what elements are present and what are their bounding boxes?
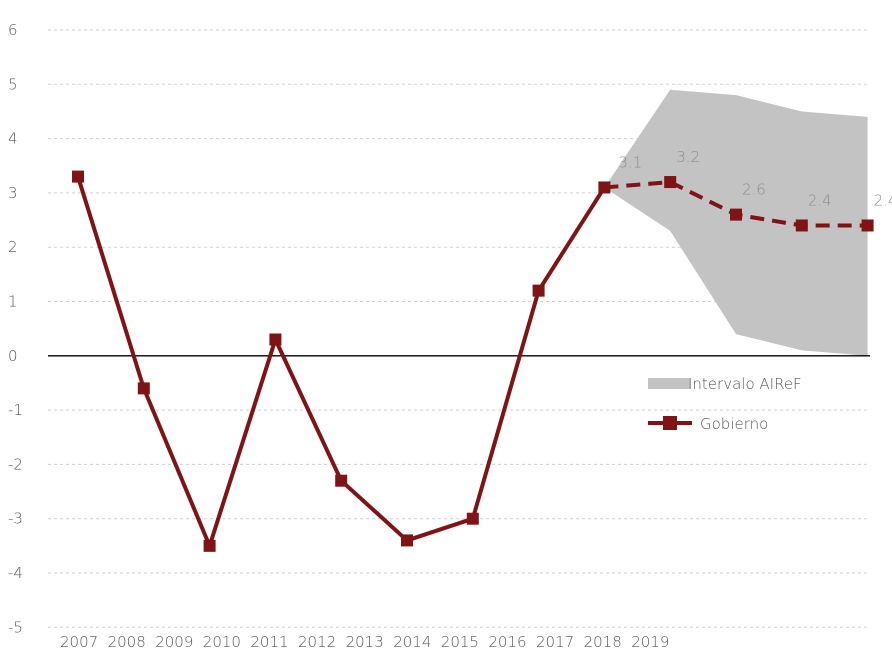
data-label: 2.6 (742, 181, 766, 199)
y-tick-label: -4 (8, 564, 23, 582)
gobierno-marker (203, 539, 216, 552)
y-tick-label: -1 (8, 401, 23, 419)
gobierno-marker (335, 474, 348, 487)
y-tick-label: 4 (8, 130, 18, 148)
legend-label-gobierno: Gobierno (700, 415, 768, 433)
gobierno-marker (72, 170, 84, 183)
gobierno-marker (137, 382, 150, 395)
data-label: 2.4 (874, 191, 892, 209)
y-tick-label: -2 (8, 455, 23, 473)
gobierno-marker (466, 512, 479, 525)
x-tick-label: 2013 (346, 633, 384, 651)
y-tick-label: 6 (8, 21, 18, 39)
x-tick-label: 2015 (441, 633, 479, 651)
x-tick-label: 2012 (298, 633, 336, 651)
gobierno-marker (269, 333, 282, 346)
y-tick-label: 3 (8, 184, 18, 202)
data-label: 3.1 (618, 153, 642, 171)
legend-swatch-gobierno-marker (663, 416, 677, 430)
y-axis-ticks: 6 5 4 3 2 1 0 -1 -2 -3 -4 -5 (8, 21, 23, 636)
data-label: 3.2 (676, 148, 700, 166)
legend-swatch-intervalo (648, 378, 690, 389)
legend: Intervalo AIReF Gobierno (648, 375, 802, 433)
y-tick-label: 0 (8, 347, 18, 365)
legend-label-intervalo: Intervalo AIReF (688, 375, 802, 393)
gobierno-line-solid (76, 176, 607, 548)
gobierno-marker (532, 284, 545, 297)
gobierno-marker (861, 219, 874, 232)
gobierno-marker (730, 208, 742, 221)
gobierno-marker (664, 176, 677, 189)
x-tick-label: 2011 (250, 633, 288, 651)
data-label: 2.4 (808, 191, 832, 209)
y-tick-label: -5 (8, 618, 23, 636)
y-tick-label: 1 (8, 293, 18, 311)
y-tick-label: -3 (8, 510, 23, 528)
x-tick-label: 2008 (108, 633, 146, 651)
x-tick-label: 2019 (631, 633, 669, 651)
x-tick-label: 2007 (60, 633, 98, 651)
x-tick-label: 2018 (584, 633, 622, 651)
x-axis-ticks: 2007 2008 2009 2010 2011 2012 2013 2014 2015 2016… (60, 633, 669, 651)
x-tick-label: 2017 (536, 633, 574, 651)
data-labels: 3.1 3.2 2.6 2.4 2.4 (618, 148, 892, 209)
gobierno-marker (598, 181, 611, 194)
gobierno-marker (401, 534, 413, 547)
x-tick-label: 2010 (203, 633, 241, 651)
x-tick-label: 2016 (488, 633, 526, 651)
y-tick-label: 5 (8, 75, 18, 93)
intervalo-airef-area (604, 89, 868, 356)
gobierno-marker (795, 219, 808, 232)
series-gobierno (72, 170, 874, 552)
y-tick-label: 2 (8, 238, 18, 256)
x-tick-label: 2009 (155, 633, 193, 651)
x-tick-label: 2014 (393, 633, 431, 651)
